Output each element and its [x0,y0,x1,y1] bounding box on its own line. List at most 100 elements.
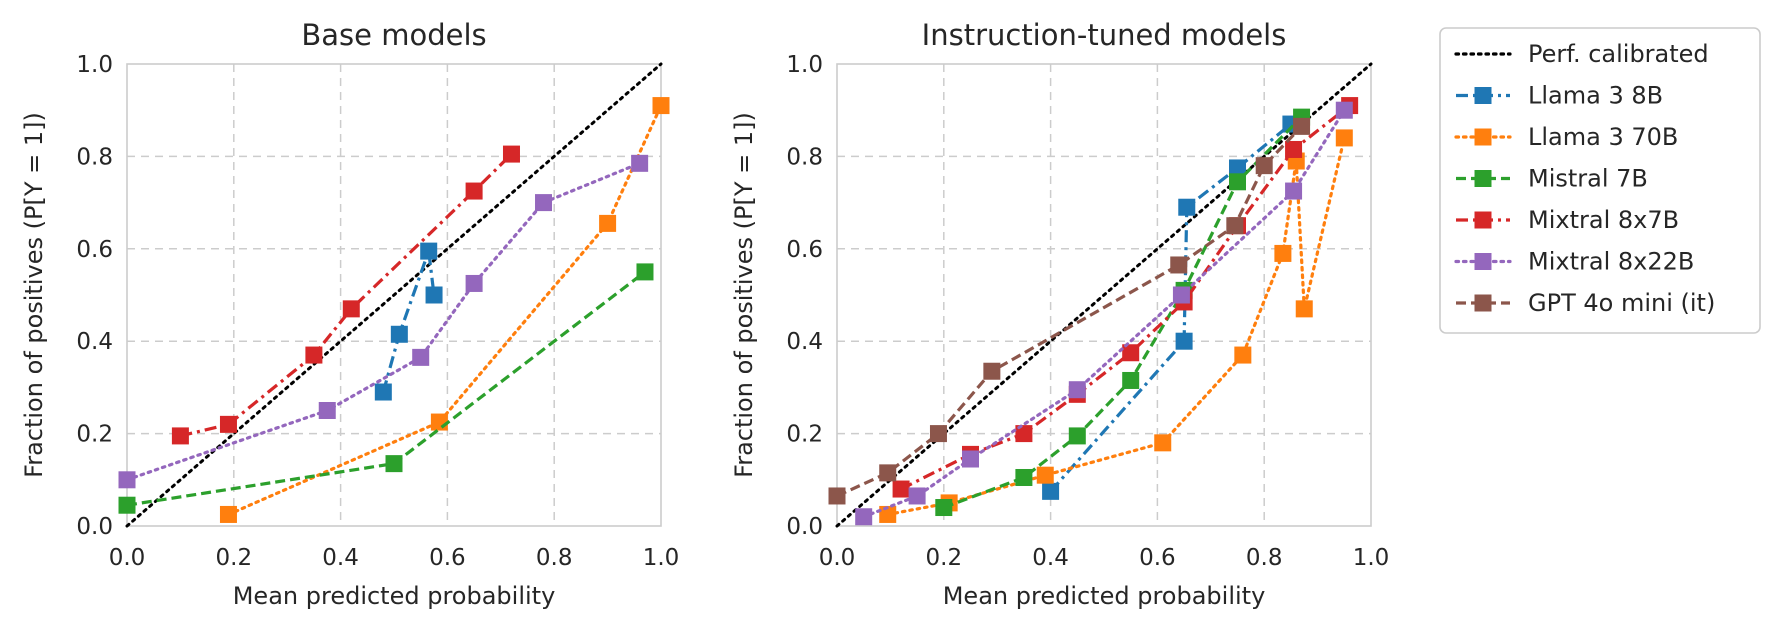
x-tick-label: 0.0 [819,545,856,571]
legend-label: Mistral 7B [1528,165,1648,193]
data-point-marker [118,496,136,514]
data-point-marker [1068,381,1086,399]
y-tick-label: 0.4 [786,329,823,355]
data-point-marker [828,487,846,505]
data-point-marker [1154,434,1172,452]
legend-marker-swatch [1474,294,1492,312]
x-axis-label: Mean predicted probability [943,582,1266,610]
x-tick-label: 0.0 [109,545,146,571]
series-line [381,249,436,393]
data-point-marker [962,450,979,468]
y-tick-label: 0.6 [786,237,823,263]
data-point-marker [420,242,438,260]
data-point-marker [390,325,408,343]
data-point-marker [502,145,520,163]
perfectly-calibrated-line [125,62,663,528]
data-point-marker [1229,159,1246,177]
data-point-marker [879,464,897,482]
x-tick-label: 0.8 [536,545,573,571]
data-point-marker [652,97,670,115]
data-point-marker [430,413,448,431]
series-gpt-4o-mini-it [828,117,1311,505]
series-mistral-7b [935,108,1311,517]
y-tick-label: 0.0 [76,514,113,540]
data-point-marker [318,402,336,419]
data-point-marker [983,362,1001,380]
legend-label: Mixtral 8x7B [1528,206,1679,234]
data-point-marker [1015,425,1033,443]
y-tick-label: 1.0 [786,52,823,78]
data-point-marker [1015,468,1033,486]
data-point-marker [374,383,392,401]
legend-marker-swatch [1474,170,1492,187]
data-point-marker [1172,286,1190,304]
legend-entries: Perf. calibrated Llama 3 8B Llama 3 70B Mis… [1454,40,1715,317]
data-point-marker [1285,182,1303,200]
data-point-marker [631,154,649,172]
x-axis-label: Mean predicted probability [233,582,556,610]
y-tick-label: 0.4 [76,329,113,355]
y-tick-labels: 0.0 0.2 0.4 0.6 0.8 1.0 [76,52,113,540]
data-point-marker [1036,466,1054,484]
data-point-marker [1178,198,1196,216]
legend-label: Perf. calibrated [1528,40,1709,68]
x-tick-label: 0.4 [1032,545,1069,571]
data-point-marker [425,286,443,304]
data-point-marker [1293,117,1311,135]
legend: Perf. calibrated Llama 3 8B Llama 3 70B Mis… [1439,27,1761,334]
data-point-marker [385,455,403,473]
legend-entry-gpt-4o-mini-it: GPT 4o mini (it) [1456,289,1715,317]
perfectly-calibrated-line [835,62,1373,528]
data-point-marker [929,425,947,443]
base-models-panel: 0.0 0.2 0.4 0.6 0.8 1.0 0.0 0.2 0.4 0.6 0.8 1.0 Ba… [20,18,679,610]
x-tick-label: 0.6 [1139,545,1176,571]
data-point-marker [1042,482,1060,500]
grid [127,64,661,526]
data-point-marker [1274,244,1292,262]
y-tick-label: 0.0 [786,514,823,540]
y-tick-labels: 0.0 0.2 0.4 0.6 0.8 1.0 [786,52,823,540]
data-point-marker [1122,371,1140,389]
data-point-marker [908,487,926,505]
data-point-marker [599,214,617,232]
legend-entry-mixtral-8x7b: Mixtral 8x7B [1456,206,1679,234]
x-tick-labels: 0.0 0.2 0.4 0.6 0.8 1.0 [109,545,680,571]
data-point-marker [118,471,136,489]
y-tick-label: 0.2 [786,422,823,448]
legend-entry-mistral-7b: Mistral 7B [1456,165,1648,193]
y-tick-label: 0.8 [76,144,113,170]
legend-label: Llama 3 70B [1528,123,1678,151]
y-axis-label: Fraction of positives (P[Y = 1]) [730,112,758,478]
panel-title: Base models [301,18,486,52]
x-tick-label: 0.2 [216,545,253,571]
data-point-marker [1285,140,1303,158]
legend-marker-swatch [1474,253,1492,270]
series-layer [828,62,1373,528]
series-layer [118,62,670,528]
data-point-marker [879,505,897,523]
y-tick-label: 0.8 [786,144,823,170]
data-point-marker [935,499,953,517]
y-tick-label: 0.6 [76,237,113,263]
y-tick-label: 0.2 [76,422,113,448]
data-point-marker [219,505,237,523]
data-point-marker [1234,346,1252,364]
series-llama-3-8b [1042,115,1300,500]
x-tick-label: 0.6 [429,545,466,571]
data-point-marker [465,182,483,200]
panel-title: Instruction-tuned models [922,18,1287,52]
data-point-marker [892,480,910,498]
data-point-marker [1335,129,1353,147]
data-point-marker [535,194,553,212]
y-tick-label: 1.0 [76,52,113,78]
data-point-marker [1229,173,1246,191]
x-tick-label: 0.2 [926,545,963,571]
data-point-marker [1175,332,1193,350]
x-tick-label: 1.0 [643,545,680,571]
data-point-marker [305,346,323,364]
x-tick-label: 0.8 [1246,545,1283,571]
data-point-marker [1068,427,1086,445]
x-tick-label: 1.0 [1353,545,1390,571]
data-point-marker [1295,300,1313,318]
